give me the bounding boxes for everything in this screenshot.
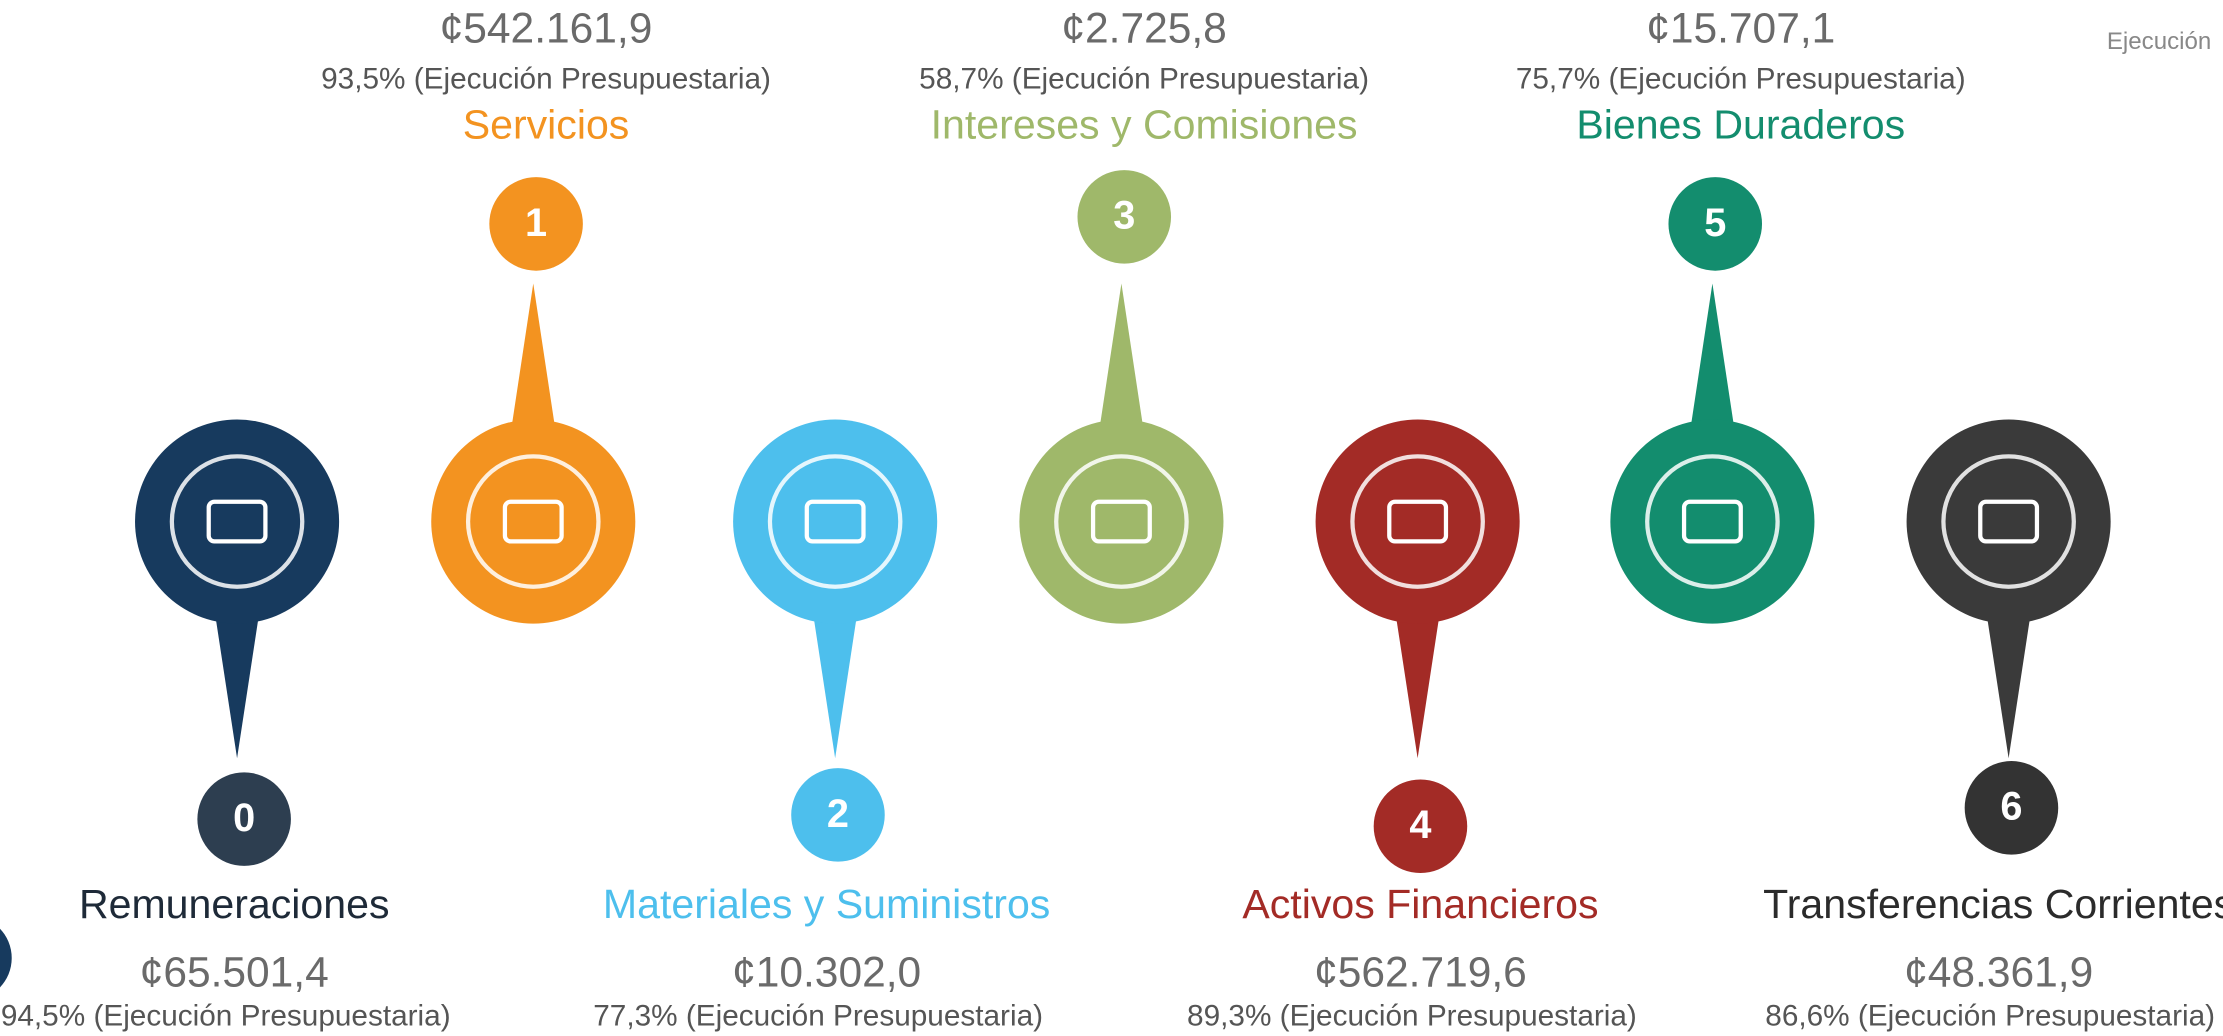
category-label: Materiales y Suministros (603, 881, 1050, 927)
number-label: 3 (1113, 194, 1135, 238)
pin-stem (510, 283, 556, 434)
pin-stem (1098, 283, 1145, 434)
category-pin: 1 ¢542.161,9 93,5% (Ejecución Presupuestar… (321, 5, 771, 624)
amount: ¢2.725,8 (1061, 5, 1226, 52)
pin-stem (214, 609, 260, 759)
pin-head (1610, 419, 1815, 624)
execution: 89,3% (Ejecución Presupuestaria) (1187, 999, 1637, 1032)
icon-ring (767, 454, 903, 589)
number-label: 1 (525, 201, 547, 245)
category-label: Transferencias Corrientes (1763, 881, 2223, 927)
amount: ¢10.302,0 (732, 949, 921, 996)
pin-head (135, 419, 340, 624)
category-label: Bienes Duraderos (1576, 101, 1905, 147)
category-pin: 2 ¢10.302,077,3% (Ejecución Presupuestari… (593, 419, 1050, 1032)
number-label: 4 (1409, 803, 1431, 847)
category-label: Activos Financieros (1242, 881, 1598, 927)
number-badge (1668, 177, 1763, 271)
category-label: Intereses y Comisiones (931, 101, 1358, 147)
icon-ring (1350, 454, 1485, 589)
icon-ring (1645, 454, 1780, 589)
pin-stem (1689, 283, 1736, 434)
icon-ring (169, 454, 305, 589)
icon-glyph (502, 499, 564, 544)
pin-head (733, 419, 938, 624)
icon-glyph (1387, 499, 1449, 544)
category-label: Servicios (463, 101, 630, 147)
execution: 94,5% (Ejecución Presupuestaria) (1, 999, 451, 1032)
number-badge (489, 177, 583, 271)
number-label: 5 (1704, 201, 1726, 245)
icon-ring (465, 454, 601, 589)
amount: ¢15.707,1 (1646, 5, 1835, 52)
pin-head (1019, 419, 1224, 624)
number-badge (791, 768, 885, 862)
icon-glyph (804, 499, 866, 544)
category-pin: 3 ¢2.725,8 58,7% (Ejecución Presupuestaria… (919, 5, 1369, 624)
icon-ring (1941, 454, 2076, 589)
icon-glyph (1090, 499, 1152, 544)
execution: 58,7% (Ejecución Presupuestaria) (919, 63, 1369, 96)
icon-glyph (206, 499, 268, 544)
number-label: 6 (2000, 785, 2022, 829)
pin-stem (1985, 609, 2032, 759)
number-label: 0 (233, 796, 255, 840)
pin-stem (1394, 609, 1441, 759)
category-pin: 0 ¢65.501,494,5% (Ejecución Presupuestari… (1, 419, 451, 1032)
icon-ring (1054, 454, 1189, 589)
pin-stem (812, 609, 858, 759)
amount: ¢562.719,6 (1314, 949, 1527, 996)
execution: 75,7% (Ejecución Presupuestaria) (1516, 63, 1966, 96)
amount: ¢48.361,9 (1904, 949, 2093, 996)
amount: ¢542.161,9 (440, 5, 653, 52)
category-pin: 5 ¢15.707,1 75,7% (Ejecución Presupuestari… (1516, 5, 1966, 624)
icon-glyph (1681, 499, 1743, 544)
edge-circle (0, 928, 12, 988)
icon-glyph (1978, 499, 2040, 544)
execution: 86,6% (Ejecución Presupuestaria) (1765, 999, 2215, 1032)
category-pin: 6 ¢48.361,986,6% (Ejecución Presupuestari… (1763, 419, 2223, 1032)
category-pin: 4 ¢562.719,689,3% (Ejecución Presupuestar… (1187, 419, 1637, 1032)
amount: ¢65.501,4 (140, 949, 329, 996)
pin-head (431, 419, 636, 624)
number-badge (1373, 779, 1468, 874)
number-badge (1964, 761, 2059, 855)
pin-head (1906, 419, 2111, 624)
category-label: Remuneraciones (79, 881, 390, 927)
execution: 77,3% (Ejecución Presupuestaria) (593, 999, 1043, 1032)
number-badge (1077, 170, 1172, 264)
corner-text: Ejecución (2107, 28, 2211, 55)
number-label: 2 (827, 792, 849, 836)
pin-head (1315, 419, 1520, 624)
number-badge (197, 772, 291, 866)
execution: 93,5% (Ejecución Presupuestaria) (321, 63, 771, 96)
